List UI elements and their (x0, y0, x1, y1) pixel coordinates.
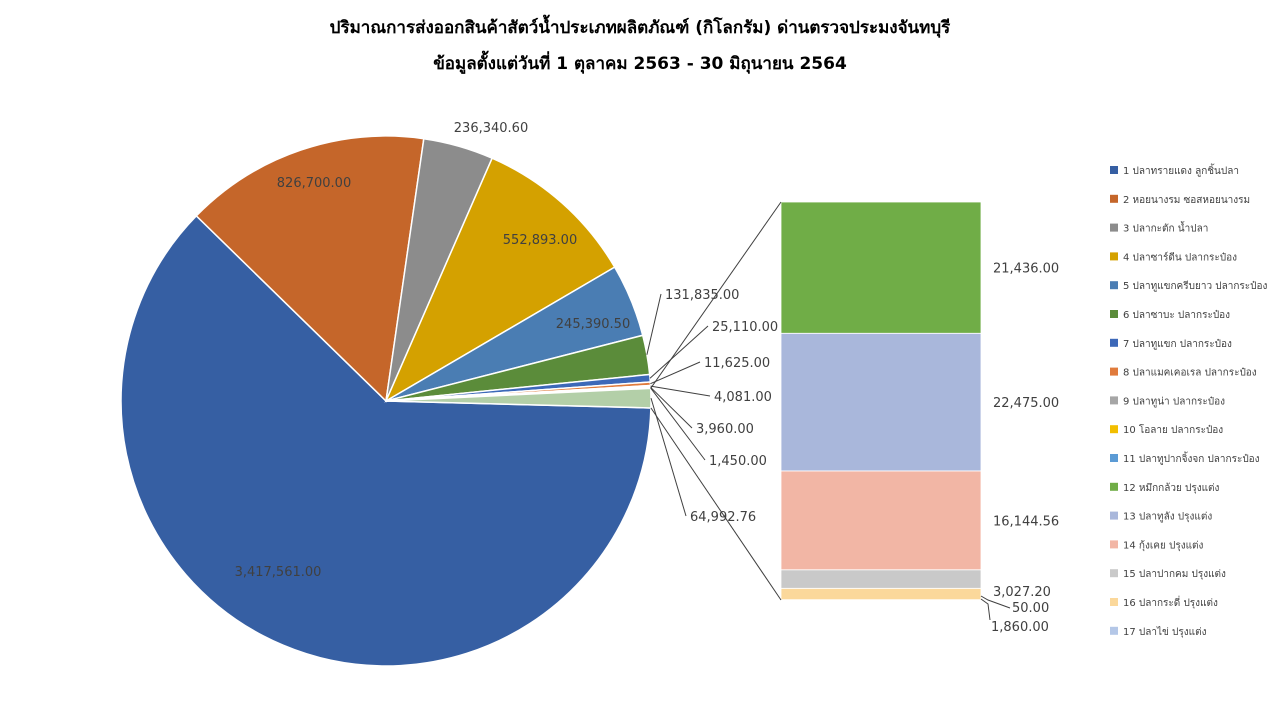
bar-data-label: 16,144.56 (993, 514, 1059, 529)
bar-data-label: 22,475.00 (993, 396, 1059, 411)
leader-line (646, 293, 662, 355)
legend-entry: 14 กุ้งเคย ปรุงแต่ง (1123, 539, 1204, 551)
pie-data-label: 1,450.00 (709, 454, 767, 469)
legend-swatch (1110, 338, 1118, 347)
legend-swatch (1110, 281, 1118, 290)
legend-swatch (1110, 454, 1118, 462)
legend-entry: 2 หอยนางรม ซอสหอยนางรม (1123, 195, 1250, 206)
legend-swatch (1110, 598, 1118, 606)
legend-swatch (1110, 425, 1118, 434)
legend-swatch (1110, 482, 1118, 491)
legend-entry: 5 ปลาทูแขกครีบยาว ปลากระป๋อง (1123, 280, 1267, 292)
legend-swatch (1110, 310, 1118, 318)
bar-segment (780, 201, 982, 334)
legend-entry: 15 ปลาปากคม ปรุงแต่ง (1123, 569, 1226, 580)
legend-swatch (1110, 540, 1118, 549)
legend-entry: 12 หมึกกล้วย ปรุงแต่ง (1123, 482, 1220, 494)
leader-line (650, 387, 706, 461)
legend-entry: 11 ปลาทูปากจิ้งจก ปลากระป๋อง (1123, 451, 1260, 465)
pie-data-label: 236,340.60 (454, 121, 528, 136)
legend-entry: 1 ปลาทรายแดง ลูกชิ้นปลา (1123, 163, 1239, 177)
leader-line (980, 598, 991, 621)
leader-line (980, 595, 1011, 609)
pie-data-label: 3,417,561.00 (235, 565, 322, 580)
bar-data-label: 1,860.00 (991, 620, 1049, 635)
bar-segment (780, 587, 982, 601)
legend-swatch (1110, 569, 1118, 578)
pie-data-label: 131,835.00 (665, 288, 739, 303)
legend-swatch (1110, 166, 1118, 174)
legend-entry: 10 โอลาย ปลากระป๋อง (1123, 423, 1223, 436)
legend-swatch (1110, 223, 1118, 232)
leader-line (650, 386, 693, 429)
leader-line (650, 361, 701, 385)
connector-line (650, 407, 782, 601)
legend-entry: 3 ปลากะตัก น้ำปลา (1123, 221, 1208, 235)
pie-data-label: 3,960.00 (696, 422, 754, 437)
legend-swatch (1110, 626, 1118, 635)
pie-data-label: 11,625.00 (704, 356, 770, 371)
pie-slice (120, 214, 652, 667)
legend-swatch (1110, 367, 1118, 376)
pie-slice (384, 157, 616, 403)
pie-data-label: 826,700.00 (277, 176, 351, 191)
leader-line (649, 325, 709, 379)
legend-entry: 16 ปลากระดี่ ปรุงแต่ง (1123, 595, 1218, 609)
bar-data-label: 3,027.20 (993, 585, 1051, 600)
bar-data-label: 50.00 (1012, 601, 1049, 616)
legend-entry: 8 ปลาแมคเคอเรล ปลากระป๋อง (1123, 367, 1257, 379)
legend-entry: 9 ปลาทูน่า ปลากระป๋อง (1123, 395, 1225, 407)
leader-line (650, 397, 687, 517)
legend-entry: 17 ปลาไข่ ปรุงแต่ง (1123, 626, 1207, 638)
pie-data-label: 4,081.00 (714, 390, 772, 405)
legend-swatch (1110, 511, 1118, 520)
chart-subtitle: ข้อมูลตั้งแต่วันที่ 1 ตุลาคม 2563 - 30 ม… (433, 54, 847, 74)
legend-entry: 4 ปลาซาร์ดีน ปลากระป๋อง (1123, 251, 1237, 263)
bar-segment (780, 569, 982, 589)
bar-data-label: 21,436.00 (993, 262, 1059, 277)
legend-swatch (1110, 396, 1118, 405)
pie-slice (195, 135, 425, 403)
legend-entry: 6 ปลาซาบะ ปลากระป๋อง (1123, 309, 1230, 321)
connector-line (650, 201, 782, 389)
legend-entry: 13 ปลาทูลัง ปรุงแต่ง (1123, 512, 1212, 523)
leader-line (650, 385, 711, 397)
bar-segment (780, 332, 982, 472)
legend-swatch (1110, 194, 1118, 203)
bar-segment (780, 470, 982, 571)
legend-entry: 7 ปลาทูแขก ปลากระป๋อง (1123, 338, 1232, 350)
pie-data-label: 552,893.00 (503, 233, 577, 248)
pie-data-label: 25,110.00 (712, 320, 778, 335)
legend-swatch (1110, 252, 1118, 261)
pie-data-label-other: 64,992.76 (690, 510, 756, 525)
pie-data-label: 245,390.50 (556, 317, 630, 332)
chart-title: ปริมาณการส่งออกสินค้าสัตว์น้ำประเภทผลิตภ… (329, 18, 951, 38)
